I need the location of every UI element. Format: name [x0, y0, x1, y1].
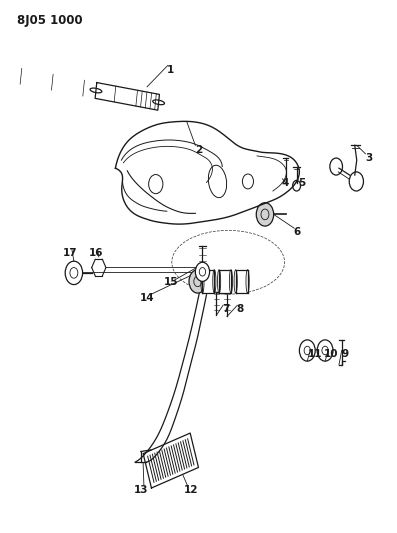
Text: 3: 3: [365, 152, 372, 163]
Text: 1: 1: [167, 65, 174, 75]
Text: 2: 2: [195, 144, 202, 155]
Text: 6: 6: [294, 227, 301, 237]
Circle shape: [256, 203, 274, 226]
Text: 7: 7: [222, 304, 230, 314]
Polygon shape: [219, 270, 231, 293]
Polygon shape: [236, 270, 248, 293]
Polygon shape: [95, 83, 160, 110]
Text: 11: 11: [308, 349, 322, 359]
Text: 5: 5: [298, 177, 305, 188]
Text: 12: 12: [183, 485, 198, 495]
Circle shape: [195, 262, 210, 281]
Text: 8J05 1000: 8J05 1000: [17, 14, 82, 27]
Text: 14: 14: [140, 293, 154, 303]
Text: 10: 10: [324, 349, 338, 359]
Text: 15: 15: [164, 278, 178, 287]
Text: 17: 17: [63, 248, 77, 258]
Text: 13: 13: [134, 485, 148, 495]
Polygon shape: [202, 270, 214, 293]
Circle shape: [189, 270, 206, 293]
Polygon shape: [143, 433, 198, 488]
Text: 4: 4: [282, 177, 289, 188]
Text: 9: 9: [341, 349, 349, 359]
Text: 8: 8: [237, 304, 244, 314]
Text: 16: 16: [89, 248, 103, 258]
